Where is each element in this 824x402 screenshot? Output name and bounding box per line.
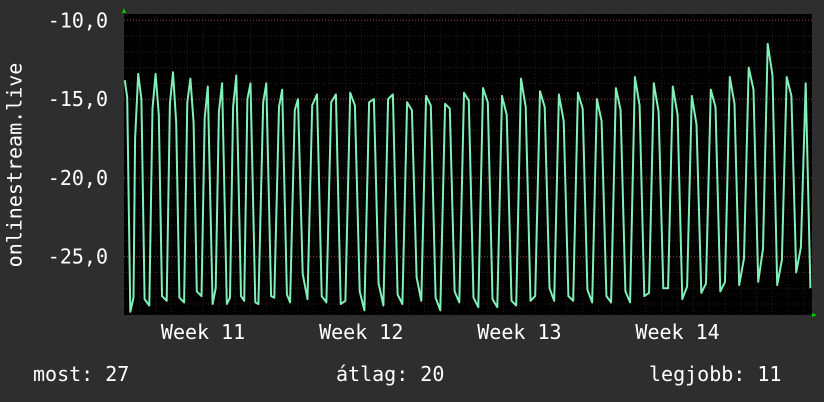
x-tick-label: Week 11: [161, 320, 245, 344]
current-value-label: most: 27: [33, 362, 130, 386]
x-axis-tick-labels: Week 11 Week 12 Week 13 Week 14: [161, 320, 720, 344]
x-tick-label: Week 12: [319, 320, 403, 344]
y-axis-tick-labels: -10,0 -15,0 -20,0 -25,0: [48, 8, 108, 268]
maximum-value-label: legjobb: 11: [649, 362, 782, 386]
x-axis-arrow-icon: [812, 313, 817, 317]
y-axis-arrow-icon: [122, 8, 126, 13]
y-axis-label: onlinestream.live: [1, 62, 26, 268]
x-tick-label: Week 14: [635, 320, 719, 344]
series-group: [123, 42, 812, 313]
y-tick-label: -25,0: [48, 245, 108, 269]
y-tick-label: -20,0: [48, 166, 108, 190]
y-tick-label: -15,0: [48, 87, 108, 111]
x-tick-label: Week 13: [477, 320, 561, 344]
series-line: [123, 42, 812, 313]
average-value-label: átlag: 20: [336, 362, 445, 386]
y-tick-label: -10,0: [48, 8, 108, 32]
